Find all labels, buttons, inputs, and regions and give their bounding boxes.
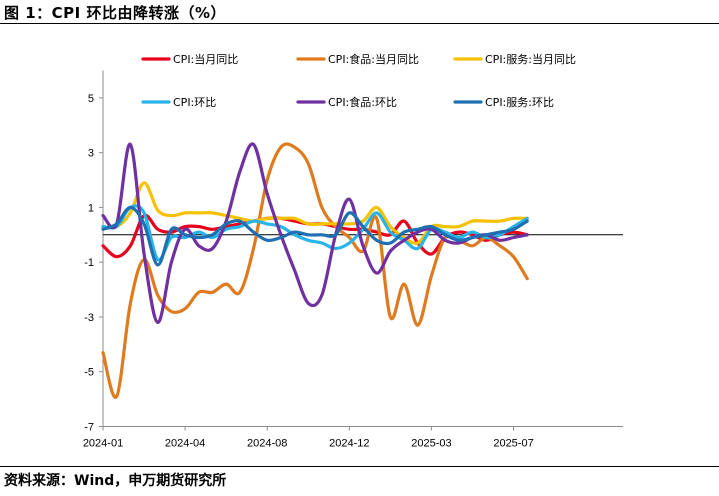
source-note: 资料来源：Wind，申万期货研究所 (4, 470, 226, 490)
legend: CPI:当月同比 CPI:食品:当月同比 CPI:服务:当月同比 CPI:环比 CPI:… (143, 52, 576, 109)
legend-label-cpi-yoy: CPI:当月同比 (173, 52, 238, 66)
x-tick-label: 2024-01 (83, 438, 123, 450)
legend-label-cpi-food-yoy: CPI:食品:当月同比 (328, 52, 419, 66)
figure-title: 图 1：CPI 环比由降转涨（%） (4, 2, 226, 23)
x-tick-label: 2024-12 (329, 438, 369, 450)
series-line-cpi-food-yoy (103, 144, 527, 397)
x-tick-label: 2024-08 (247, 438, 287, 450)
legend-label-cpi-food-mom: CPI:食品:环比 (328, 95, 397, 109)
y-tick-label: -5 (84, 367, 94, 379)
axis-layer: 5 3 1 -1 -3 -5 -7 2024-01 2024-04 2024-08 2024-12 2… (83, 71, 623, 450)
y-tick-label: -7 (84, 422, 94, 434)
y-tick-label: 1 (88, 202, 94, 214)
legend-label-cpi-services-yoy: CPI:服务:当月同比 (485, 52, 576, 66)
legend-label-cpi-services-mom: CPI:服务:环比 (485, 96, 554, 109)
x-tick-label: 2025-03 (411, 438, 451, 450)
y-tick-label: 5 (88, 93, 94, 105)
bottom-divider (0, 466, 719, 467)
y-tick-label: -3 (84, 312, 94, 324)
x-tick-label: 2025-07 (493, 438, 533, 450)
x-tick-label: 2024-04 (165, 438, 205, 450)
title-bar: 图 1：CPI 环比由降转涨（%） (0, 0, 719, 24)
y-tick-label: 3 (88, 148, 94, 160)
legend-label-cpi-mom: CPI:环比 (173, 96, 216, 109)
line-chart: 5 3 1 -1 -3 -5 -7 2024-01 2024-04 2024-08 2024-12 2… (0, 24, 719, 466)
y-tick-label: -1 (84, 257, 94, 269)
series-layer (103, 144, 527, 397)
